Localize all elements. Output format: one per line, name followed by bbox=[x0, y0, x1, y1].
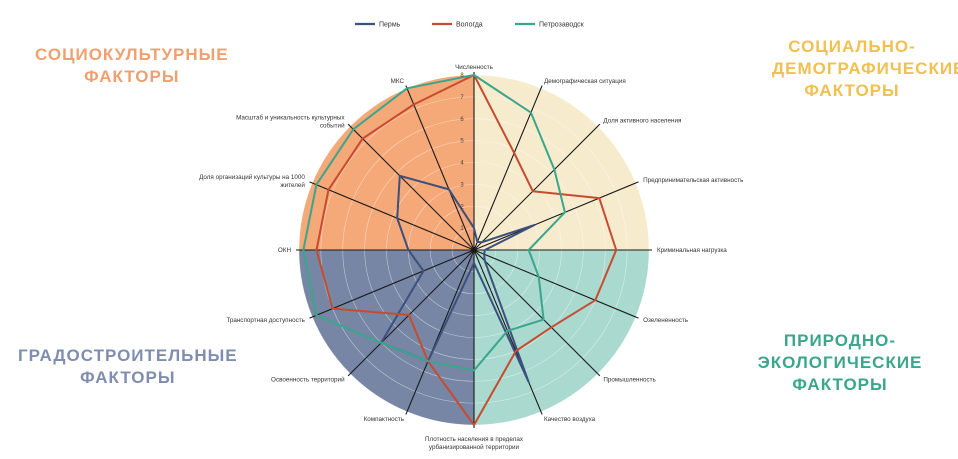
quadrant-title-sociodemographic-line3: ФАКТОРЫ bbox=[804, 81, 900, 100]
tick-label: 3 bbox=[460, 182, 464, 188]
tick-label: 8 bbox=[460, 73, 464, 79]
legend-label: Петрозаводск bbox=[539, 22, 585, 29]
axis-label: Транспортная доступность bbox=[226, 317, 305, 324]
axis-label: Промышленность bbox=[603, 376, 656, 383]
quadrant-title-sociocultural-line2: ФАКТОРЫ bbox=[84, 67, 180, 86]
axis-spoke bbox=[309, 181, 475, 251]
axis-label: Криминальная нагрузка bbox=[657, 247, 727, 254]
axis-label: Доля организаций культуры на 1000 жителей bbox=[199, 173, 305, 189]
axis-spoke bbox=[473, 249, 601, 377]
axis-spoke bbox=[473, 181, 639, 251]
quadrant-title-sociodemographic-line1: СОЦИАЛЬНО- bbox=[788, 37, 916, 56]
series-line-3 bbox=[302, 74, 566, 372]
quadrant-title-natural-line2: ЭКОЛОГИЧЕСКИЕ bbox=[757, 353, 923, 372]
axis-label: Качество воздуха bbox=[544, 416, 596, 423]
tick-label: 2 bbox=[460, 204, 464, 210]
axis-label: ОКН bbox=[278, 247, 292, 254]
series-line-1 bbox=[380, 174, 536, 383]
axis-spoke bbox=[405, 85, 475, 251]
tick-label: 4 bbox=[460, 161, 464, 167]
tick-label: 7 bbox=[460, 95, 464, 101]
quadrant-title-sociodemographic-line2: ДЕМОГРАФИЧЕСКИЕ bbox=[772, 59, 958, 78]
tick-label: 5 bbox=[460, 139, 464, 145]
axis-spoke bbox=[347, 123, 475, 251]
legend-item: Пермь bbox=[355, 22, 401, 29]
tick-label: 1 bbox=[460, 226, 464, 232]
axis-label: Масштаб и уникальность культурных событий bbox=[236, 114, 345, 130]
axis-label: Предпринимательская активность bbox=[643, 177, 744, 184]
quadrant-title-urban: ГРАДОСТРОИТЕЛЬНЫЕ ФАКТОРЫ bbox=[18, 345, 238, 389]
axis-spoke bbox=[309, 249, 475, 319]
quadrant-title-natural-line1: ПРИРОДНО- bbox=[783, 331, 897, 350]
quadrant-title-sociodemographic: СОЦИАЛЬНО- ДЕМОГРАФИЧЕСКИЕ ФАКТОРЫ bbox=[772, 36, 958, 102]
axis-label: Компактность bbox=[364, 416, 405, 423]
axis-label: Озелененность bbox=[643, 317, 689, 324]
axis-spoke bbox=[405, 249, 475, 415]
quadrant-title-sociocultural: СОЦИОКУЛЬТУРНЫЕ ФАКТОРЫ bbox=[35, 44, 229, 88]
axis-label: Освоенность территорий bbox=[271, 375, 345, 383]
quadrant-title-urban-line2: ФАКТОРЫ bbox=[80, 368, 176, 387]
series-line-2 bbox=[315, 74, 618, 426]
legend-item: Петрозаводск bbox=[515, 22, 585, 29]
legend-label: Вологда bbox=[456, 22, 483, 29]
axis-label: Демографическая ситуация bbox=[544, 78, 626, 85]
axis-label: Плотность населения в пределах урбанизиро… bbox=[425, 436, 524, 451]
axis-spoke bbox=[347, 249, 475, 377]
quadrant-title-natural: ПРИРОДНО- ЭКОЛОГИЧЕСКИЕ ФАКТОРЫ bbox=[740, 330, 940, 396]
tick-label: 6 bbox=[460, 117, 464, 123]
axis-label: МКС bbox=[391, 78, 405, 85]
axis-spoke bbox=[473, 249, 543, 415]
quadrant-title-urban-line1: ГРАДОСТРОИТЕЛЬНЫЕ bbox=[18, 346, 238, 365]
quadrant-title-natural-line3: ФАКТОРЫ bbox=[792, 375, 888, 394]
legend-label: Пермь bbox=[379, 22, 401, 29]
quadrant-title-sociocultural-line1: СОЦИОКУЛЬТУРНЫЕ bbox=[35, 45, 229, 64]
axis-label: Численность bbox=[455, 64, 494, 71]
axis-spoke bbox=[473, 123, 601, 251]
legend-item: Вологда bbox=[432, 22, 483, 29]
axis-label: Доля активного населения bbox=[603, 118, 681, 125]
axis-spoke bbox=[473, 249, 639, 319]
